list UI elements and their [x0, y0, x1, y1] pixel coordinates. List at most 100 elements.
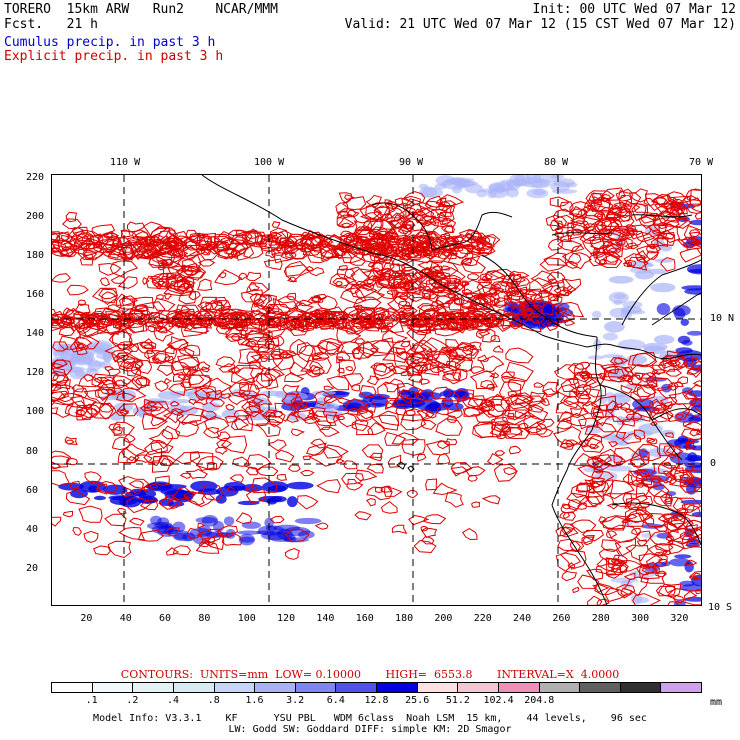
precip-contour — [165, 547, 180, 556]
precip-contour — [580, 437, 605, 453]
lat-lon-grid — [52, 175, 701, 605]
colorbar-label: 12.8 — [364, 695, 389, 706]
precip-contour — [635, 564, 657, 576]
precip-contour — [270, 227, 289, 245]
precip-contour — [230, 247, 241, 258]
precip-contour — [367, 267, 385, 281]
precip-contour — [504, 284, 515, 294]
precip-contour — [164, 494, 175, 501]
precip-contour — [679, 532, 691, 541]
precip-contour — [312, 410, 338, 427]
precip-contour — [197, 528, 223, 543]
cumulus-precip-cell — [174, 533, 188, 540]
precip-contour — [416, 453, 427, 462]
coastline-north-sa — [621, 259, 701, 326]
precip-contour — [534, 301, 554, 316]
precip-contour — [523, 415, 546, 429]
precip-contour — [391, 432, 420, 445]
precip-contour — [610, 564, 628, 574]
precip-contour — [83, 374, 94, 382]
precip-contour — [326, 340, 342, 352]
precip-contour — [294, 301, 315, 315]
precip-contour — [181, 374, 212, 391]
precip-contour — [249, 292, 273, 309]
precip-contour — [582, 536, 594, 544]
lon-label: 80 W — [544, 157, 569, 168]
precip-contour — [216, 525, 239, 539]
precip-contour — [93, 545, 111, 556]
precip-contour — [336, 415, 346, 421]
precip-contour — [215, 446, 228, 455]
colorbar-cell — [92, 683, 134, 692]
precip-contour — [345, 328, 357, 335]
precip-contour — [52, 374, 69, 384]
colorbar-cell — [458, 683, 499, 692]
precip-contour — [425, 195, 444, 208]
precip-contour — [492, 345, 504, 353]
precip-contour — [397, 223, 413, 235]
precip-contour — [380, 326, 388, 333]
precip-contour — [168, 338, 189, 351]
precip-contour — [187, 366, 197, 373]
precip-contour — [463, 279, 484, 294]
precip-contour — [543, 252, 568, 266]
model-title: TORERO 15km ARW Run2 NCAR/MMM — [4, 2, 278, 17]
precip-contour — [556, 384, 581, 399]
island-galapagos — [396, 461, 415, 473]
cumulus-precip-cell — [265, 525, 277, 532]
precip-contour — [401, 231, 431, 249]
precip-contour — [631, 203, 649, 222]
precip-contour — [361, 444, 384, 459]
precip-contour — [289, 322, 309, 337]
precip-contour — [339, 232, 362, 244]
precip-contour — [120, 491, 133, 498]
precip-contour — [643, 197, 656, 207]
precip-contour — [474, 237, 484, 243]
precip-contour — [505, 361, 534, 382]
precip-contour — [225, 403, 235, 411]
precip-contour — [115, 392, 137, 402]
precip-contour — [253, 292, 268, 305]
precip-contour — [416, 242, 430, 252]
precip-contour — [632, 408, 651, 422]
map-canvas — [52, 175, 701, 605]
precip-contour — [406, 323, 430, 344]
precip-contour — [436, 212, 446, 221]
precip-contour — [338, 235, 354, 247]
y-tick-label: 220 — [26, 171, 45, 183]
precip-contour — [690, 240, 701, 248]
precip-contour — [688, 575, 698, 581]
cumulus-precip-cell — [157, 517, 170, 527]
precip-contour — [461, 344, 479, 356]
cumulus-precip-cell — [609, 307, 629, 318]
precip-contour — [667, 601, 679, 605]
precip-contour — [629, 458, 646, 468]
precip-contour — [143, 344, 155, 350]
precip-contour — [645, 243, 662, 254]
precip-contour — [412, 343, 428, 353]
precip-contour — [262, 234, 279, 243]
precip-map — [51, 174, 702, 606]
precip-contour — [592, 584, 610, 593]
precip-contour — [501, 375, 517, 383]
precip-contour — [121, 297, 135, 306]
precip-contour — [584, 422, 617, 439]
precip-contour — [635, 484, 650, 498]
precip-contour — [466, 273, 481, 281]
precip-contour — [213, 296, 228, 307]
precip-contour — [397, 382, 424, 400]
precip-contour — [397, 300, 412, 310]
precip-contour — [500, 371, 515, 379]
cumulus-precip-cell — [684, 596, 701, 602]
precip-contour — [682, 519, 701, 534]
colorbar-cell — [417, 683, 459, 692]
precip-contour — [111, 436, 131, 451]
precip-contour — [325, 414, 340, 424]
precip-contour — [376, 286, 400, 300]
precip-contour — [613, 214, 635, 228]
precip-contour — [284, 260, 308, 277]
precip-contour — [681, 503, 695, 511]
precip-contour — [52, 313, 66, 332]
precip-contour — [656, 221, 667, 230]
precip-contour — [286, 276, 298, 283]
